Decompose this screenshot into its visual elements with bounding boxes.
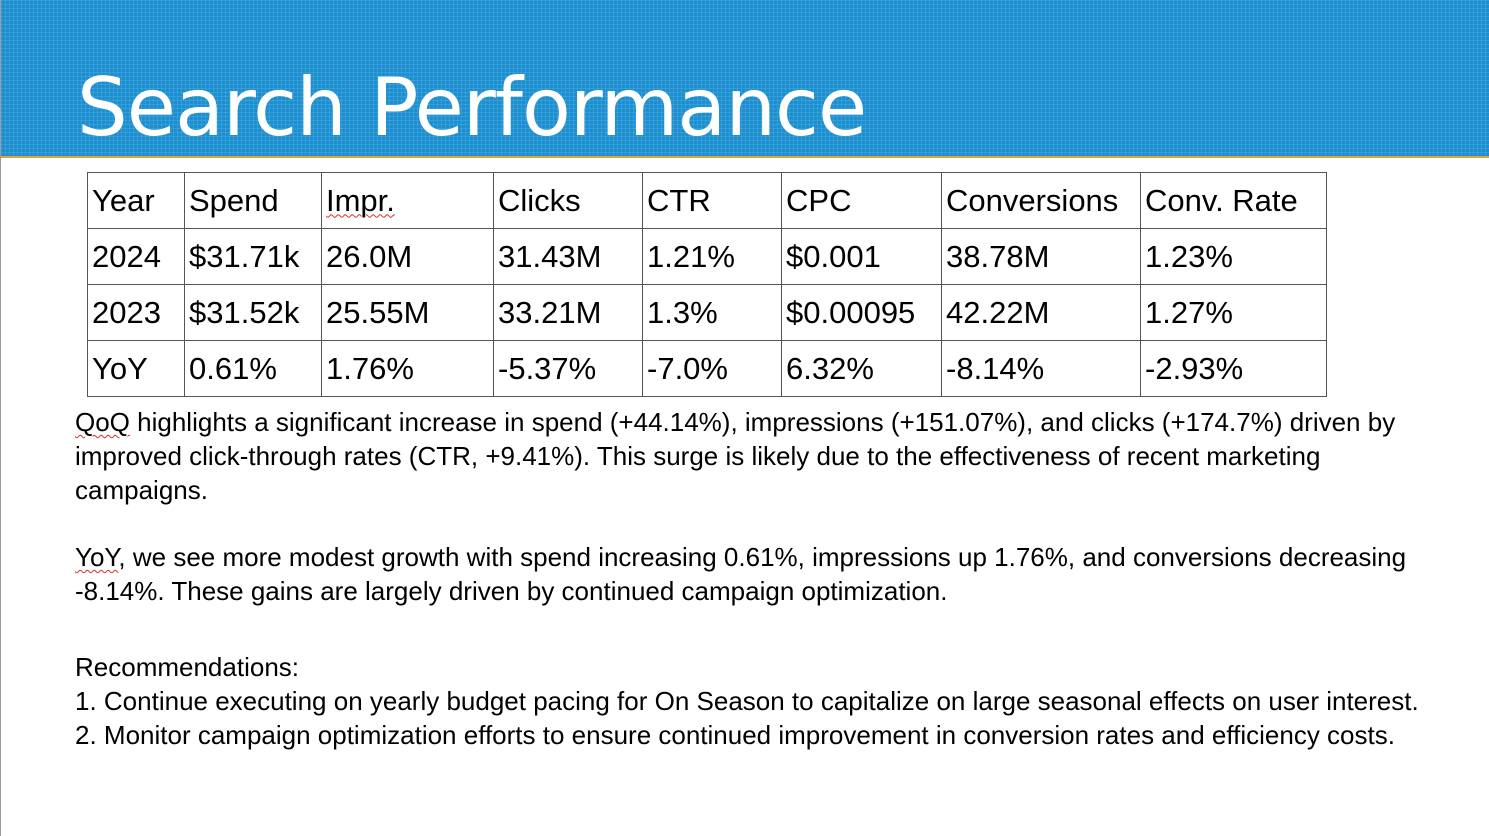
table-cell[interactable]: 26.0M — [321, 228, 494, 285]
table-cell[interactable]: -2.93% — [1140, 340, 1327, 397]
table-cell[interactable]: -5.37% — [493, 340, 643, 397]
table-cell[interactable]: -7.0% — [642, 340, 782, 397]
metrics-table[interactable]: Year Spend Impr. Clicks CTR CPC Conversi… — [87, 172, 1327, 397]
table-cell[interactable]: $31.52k — [184, 284, 322, 341]
table-cell[interactable]: 1.23% — [1140, 228, 1327, 285]
table-cell[interactable]: 1.3% — [642, 284, 782, 341]
table-cell[interactable]: 42.22M — [941, 284, 1141, 341]
spellcheck-word: QoQ — [75, 407, 130, 437]
table-cell[interactable]: -8.14% — [941, 340, 1141, 397]
header-cell-conversions[interactable]: Conversions — [941, 172, 1141, 229]
table-cell[interactable]: 38.78M — [941, 228, 1141, 285]
qoq-paragraph: QoQ highlights a significant increase in… — [75, 405, 1435, 507]
header-cell-spend[interactable]: Spend — [184, 172, 322, 229]
header-cell-conv-rate[interactable]: Conv. Rate — [1140, 172, 1327, 229]
table-cell[interactable]: 1.21% — [642, 228, 782, 285]
slide-title[interactable]: Search Performance — [77, 61, 867, 154]
header-cell-clicks[interactable]: Clicks — [493, 172, 643, 229]
table-cell[interactable]: 33.21M — [493, 284, 643, 341]
header-cell-ctr[interactable]: CTR — [642, 172, 782, 229]
table-cell[interactable]: 6.32% — [781, 340, 942, 397]
header-cell-year[interactable]: Year — [87, 172, 185, 229]
table-cell[interactable]: YoY — [87, 340, 185, 397]
recommendation-item: 2. Monitor campaign optimization efforts… — [75, 720, 1395, 750]
header-cell-impressions[interactable]: Impr. — [321, 172, 494, 229]
recommendation-item: 1. Continue executing on yearly budget p… — [75, 686, 1419, 716]
table-row: 2024 $31.71k 26.0M 31.43M 1.21% $0.001 3… — [87, 228, 1327, 285]
table-header-row: Year Spend Impr. Clicks CTR CPC Conversi… — [87, 172, 1327, 229]
title-band: Search Performance — [1, 0, 1489, 158]
paragraph-spacer — [75, 608, 1435, 650]
spellcheck-word: Impr. — [326, 182, 395, 218]
table-row: 2023 $31.52k 25.55M 33.21M 1.3% $0.00095… — [87, 284, 1327, 341]
recommendations-heading: Recommendations: — [75, 652, 299, 682]
table-cell[interactable]: 25.55M — [321, 284, 494, 341]
yoy-paragraph: YoY, we see more modest growth with spen… — [75, 540, 1435, 608]
spellcheck-word: YoY — [75, 542, 119, 572]
table-cell[interactable]: 31.43M — [493, 228, 643, 285]
table-cell[interactable]: 2024 — [87, 228, 185, 285]
yoy-text: , we see more modest growth with spend i… — [75, 542, 1407, 606]
table-cell[interactable]: 1.76% — [321, 340, 494, 397]
table-row: YoY 0.61% 1.76% -5.37% -7.0% 6.32% -8.14… — [87, 340, 1327, 397]
table-cell[interactable]: $0.00095 — [781, 284, 942, 341]
qoq-text: highlights a significant increase in spe… — [75, 407, 1396, 505]
table-cell[interactable]: $31.71k — [184, 228, 322, 285]
table-cell[interactable]: $0.001 — [781, 228, 942, 285]
body-text-box[interactable]: QoQ highlights a significant increase in… — [75, 405, 1435, 752]
table-cell[interactable]: 0.61% — [184, 340, 322, 397]
header-cell-cpc[interactable]: CPC — [781, 172, 942, 229]
table-cell[interactable]: 1.27% — [1140, 284, 1327, 341]
paragraph-spacer — [75, 507, 1435, 540]
table-cell[interactable]: 2023 — [87, 284, 185, 341]
